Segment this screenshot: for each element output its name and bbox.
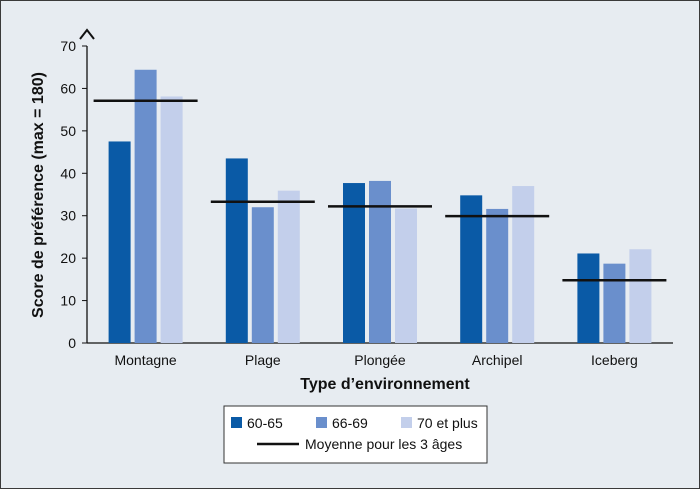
bar — [460, 195, 483, 343]
bar — [251, 207, 274, 343]
axes: 0 10 20 30 40 50 60 70 Montagne Plage Plongée Archi… — [60, 28, 673, 368]
legend: 60-65 66-69 70 et plus Moyenne pour les 3 … — [223, 405, 488, 464]
legend-label: 66-69 — [332, 415, 368, 431]
bars — [108, 69, 652, 344]
bar — [395, 208, 417, 343]
x-tick-label: Archipel — [472, 352, 523, 368]
bar — [225, 158, 248, 343]
y-tick-label: 10 — [60, 293, 76, 309]
y-tick-label: 30 — [60, 208, 76, 224]
bar — [577, 253, 600, 343]
y-tick-label: 0 — [68, 335, 76, 351]
x-axis-title: Type d’environnement — [300, 376, 470, 393]
bar — [369, 180, 391, 343]
legend-swatch — [231, 417, 242, 428]
y-tick-label: 20 — [60, 250, 76, 266]
bar — [160, 96, 183, 344]
bar — [343, 183, 365, 343]
y-axis-title: Score de préférence (max = 180) — [30, 72, 47, 318]
y-tick-label: 50 — [60, 123, 76, 139]
y-axis-arrow-icon — [79, 28, 95, 40]
bar — [603, 263, 626, 343]
x-tick-label: Plongée — [354, 352, 406, 368]
bar — [277, 190, 300, 343]
bar — [134, 69, 157, 343]
bar — [486, 208, 509, 343]
legend-swatch — [316, 417, 327, 428]
legend-mean-label: Moyenne pour les 3 âges — [305, 436, 462, 452]
legend-label: 70 et plus — [417, 415, 478, 431]
y-tick-label: 70 — [60, 38, 76, 54]
x-tick-label: Iceberg — [591, 352, 638, 368]
y-tick-label: 60 — [60, 80, 76, 96]
axis-labels: Type d’environnement Score de préférence… — [30, 72, 470, 393]
legend-swatch — [401, 417, 412, 428]
legend-label: 60-65 — [247, 415, 283, 431]
legend-box — [223, 405, 488, 464]
y-tick-label: 40 — [60, 165, 76, 181]
mean-lines — [93, 99, 667, 282]
bar — [512, 186, 535, 343]
legend-items: 60-65 66-69 70 et plus — [231, 415, 478, 431]
x-tick-label: Plage — [245, 352, 281, 368]
x-tick-label: Montagne — [114, 352, 176, 368]
bar — [108, 141, 131, 343]
bar — [629, 249, 652, 343]
